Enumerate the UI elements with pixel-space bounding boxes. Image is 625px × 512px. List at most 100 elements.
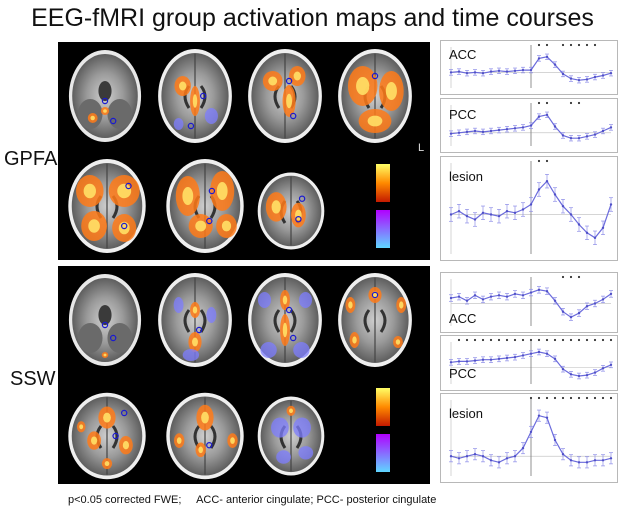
data-point (577, 78, 581, 82)
data-point (561, 134, 565, 137)
data-point (585, 135, 589, 138)
data-point (585, 231, 589, 235)
data-point (529, 203, 533, 206)
timecourse-label: ACC (449, 311, 477, 326)
data-point (537, 115, 541, 118)
data-point (561, 453, 565, 456)
significance-marker (609, 338, 613, 342)
significance-marker (545, 43, 549, 47)
significance-marker (465, 338, 469, 342)
data-point (569, 136, 573, 140)
data-point (593, 371, 597, 374)
timecourse-label: lesion (449, 406, 483, 421)
data-point (609, 292, 613, 296)
significance-marker (569, 43, 573, 47)
data-point (521, 126, 525, 129)
data-point (481, 71, 485, 75)
figure-title: EEG-fMRI group activation maps and time … (31, 4, 594, 32)
timecourse-gpfa-pcc: PCC (440, 98, 618, 153)
data-point (489, 129, 493, 133)
data-point (457, 209, 461, 213)
data-point (465, 455, 469, 458)
brain-slice (166, 159, 244, 253)
data-point (481, 211, 485, 215)
data-point (585, 305, 589, 308)
data-point (449, 213, 453, 216)
data-point (537, 57, 541, 60)
data-point (593, 75, 597, 79)
data-point (505, 457, 509, 460)
brain-slice (338, 273, 412, 367)
data-point (545, 179, 549, 183)
significance-marker (537, 396, 541, 400)
data-point (601, 129, 605, 133)
data-point (497, 128, 501, 132)
data-point (473, 294, 477, 297)
brain-slice (68, 392, 146, 480)
data-point (529, 291, 533, 294)
data-point (521, 446, 525, 450)
data-point (489, 459, 493, 462)
data-point (529, 352, 533, 355)
data-point (497, 69, 501, 73)
data-point (609, 126, 613, 129)
data-point (465, 130, 469, 134)
timecourse-ssw-pcc: PCC (440, 335, 618, 391)
significance-marker (601, 338, 605, 342)
data-point (457, 360, 461, 363)
data-point (505, 356, 509, 360)
data-point (457, 131, 461, 134)
data-point (537, 188, 541, 191)
data-point (561, 72, 565, 76)
brain-panel-gpfa: L (58, 42, 430, 260)
data-point (569, 213, 573, 216)
data-point (489, 358, 493, 361)
brain-slice (166, 392, 244, 480)
brain-slice (68, 159, 146, 253)
significance-marker (505, 338, 509, 342)
data-point (497, 461, 501, 464)
data-point (449, 132, 453, 135)
brain-slice (257, 396, 325, 476)
data-point (489, 213, 493, 216)
data-point (553, 438, 557, 442)
data-point (585, 373, 589, 377)
data-point (593, 236, 597, 240)
significance-marker (593, 338, 597, 342)
data-point (609, 71, 613, 75)
data-point (569, 373, 573, 376)
significance-marker (529, 338, 533, 342)
data-point (505, 127, 509, 131)
data-point (465, 299, 469, 302)
data-point (457, 457, 461, 460)
significance-marker (561, 338, 565, 342)
timecourse-label: ACC (449, 47, 477, 62)
brain-slice (248, 49, 322, 143)
colorbar (376, 164, 390, 248)
brain-slice (68, 274, 142, 366)
data-point (481, 130, 485, 134)
significance-marker (561, 43, 565, 47)
data-point (529, 430, 533, 434)
data-point (513, 211, 517, 215)
significance-marker (513, 338, 517, 342)
significance-marker (577, 275, 581, 279)
timecourse-gpfa-acc: ACC (440, 40, 618, 95)
significance-marker (569, 396, 573, 400)
data-point (585, 461, 589, 464)
data-point (601, 459, 605, 462)
timecourse-label: PCC (449, 107, 477, 122)
data-point (577, 461, 581, 464)
data-point (601, 298, 605, 301)
significance-marker (537, 338, 541, 342)
data-point (537, 288, 541, 292)
data-point (577, 136, 581, 140)
significance-marker (529, 396, 533, 400)
significance-marker (585, 43, 589, 47)
data-point (449, 361, 453, 364)
data-point (457, 295, 461, 298)
significance-marker (577, 101, 581, 105)
data-point (521, 68, 525, 72)
data-point (529, 124, 533, 127)
data-point (473, 359, 477, 362)
